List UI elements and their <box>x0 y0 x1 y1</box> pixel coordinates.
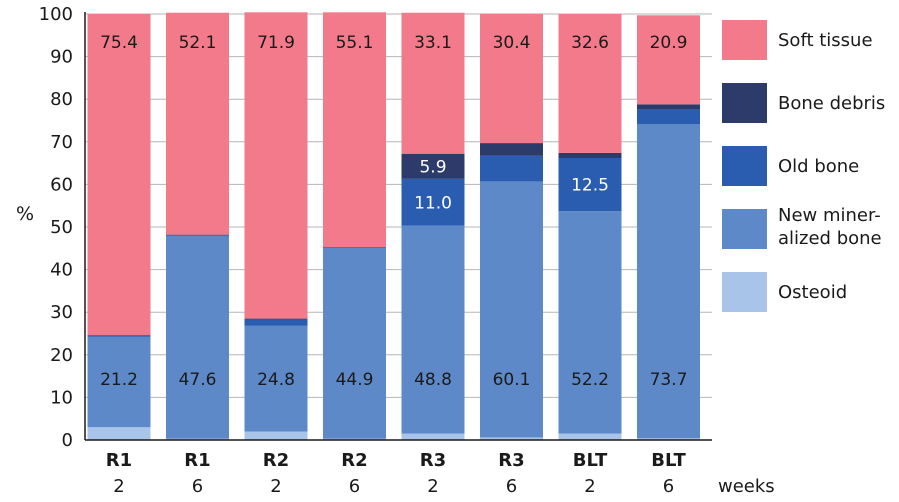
bar-segment <box>637 15 700 105</box>
bar-segment <box>401 225 465 434</box>
bar-segment <box>87 427 151 440</box>
bar-segment <box>166 235 229 236</box>
data-labels: 75.4 52.1 71.9 55.1 33.1 30.4 32.6 20.9 21.2 47.6… <box>100 33 687 390</box>
y-tick-label: 70 <box>50 132 73 153</box>
legend-label: Old bone <box>778 156 859 177</box>
data-label: 20.9 <box>650 33 688 53</box>
bar-segment <box>480 143 543 156</box>
bar-segment <box>637 124 700 439</box>
data-label: 30.4 <box>493 33 531 53</box>
x-sub-label: 2 <box>584 476 595 497</box>
legend-label: Osteoid <box>778 282 847 303</box>
x-category-label: BLT <box>573 450 608 471</box>
bar-segment <box>558 157 622 212</box>
legend-swatch <box>722 209 767 249</box>
x-sub-label: 6 <box>192 476 203 497</box>
legend-swatch <box>722 272 767 312</box>
data-label: 44.9 <box>336 370 374 390</box>
y-tick-label: 40 <box>50 260 73 281</box>
y-tick-label: 60 <box>50 174 73 195</box>
bar-segment <box>401 178 465 226</box>
y-tick-label: 30 <box>50 302 73 323</box>
x-category-label: R1 <box>106 450 132 471</box>
bar-segment <box>558 433 622 440</box>
data-label: 73.7 <box>650 370 688 390</box>
y-axis-label: % <box>16 203 34 225</box>
bar-segment <box>244 319 308 326</box>
bar-segment <box>401 12 465 154</box>
x-category-label: BLT <box>651 450 686 471</box>
data-label: 71.9 <box>257 33 295 53</box>
bar-segment <box>401 433 465 440</box>
bar-segment <box>166 235 229 439</box>
axes: 0 10 20 30 40 50 60 70 80 90 100 R1 2 R1 6 R2 2 R2 6 R3 2 R3 6… <box>39 4 712 497</box>
bar-segment <box>87 14 151 336</box>
x-sub-label: 2 <box>270 476 281 497</box>
bar-segment <box>323 12 386 248</box>
y-tick-label: 50 <box>50 217 73 238</box>
x-sub-label: 2 <box>113 476 124 497</box>
bar-segment <box>87 336 151 428</box>
x-sub-label: 6 <box>506 476 517 497</box>
legend: Soft tissue Bone debris Old bone New miner-… <box>722 20 885 312</box>
x-sub-label: 6 <box>349 476 360 497</box>
bar-segment <box>480 13 543 144</box>
legend-label: Bone debris <box>778 93 885 114</box>
y-tick-label: 20 <box>50 345 73 366</box>
data-label: 60.1 <box>493 370 531 390</box>
legend-label: New miner- <box>778 205 881 226</box>
bar-segment <box>244 325 308 432</box>
x-sub-axis-label: weeks <box>718 476 775 497</box>
legend-swatch <box>722 20 767 60</box>
legend-swatch <box>722 146 767 186</box>
bars <box>87 12 700 440</box>
x-category-label: R2 <box>341 450 367 471</box>
data-label: 11.0 <box>414 193 452 213</box>
data-label: 55.1 <box>336 33 374 53</box>
bar-segment <box>244 318 308 320</box>
bar-segment <box>558 152 622 158</box>
data-label: 21.2 <box>100 370 138 390</box>
bar-segment <box>480 181 543 438</box>
legend-label: alized bone <box>778 228 882 249</box>
x-category-label: R3 <box>420 450 446 471</box>
bar-segment <box>480 155 543 182</box>
data-label: 52.2 <box>571 370 609 390</box>
data-label: 48.8 <box>414 370 452 390</box>
y-tick-label: 10 <box>50 387 73 408</box>
data-label: 52.1 <box>179 33 217 53</box>
x-sub-label: 6 <box>663 476 674 497</box>
x-category-label: R3 <box>498 450 524 471</box>
data-label: 24.8 <box>257 370 295 390</box>
data-label: 75.4 <box>100 33 138 53</box>
data-label: 33.1 <box>414 33 452 53</box>
data-label: 47.6 <box>179 370 217 390</box>
y-tick-label: 0 <box>62 430 73 451</box>
bar-segment <box>637 104 700 110</box>
bar-segment <box>244 12 308 319</box>
bar-segment <box>166 12 229 235</box>
bar-segment <box>87 335 151 337</box>
data-label: 5.9 <box>419 157 446 177</box>
y-tick-label: 90 <box>50 47 73 68</box>
bar-segment <box>87 336 151 337</box>
legend-swatch <box>722 83 767 123</box>
bar-segment <box>323 247 386 439</box>
bar-segment <box>558 14 622 153</box>
bar-segment <box>558 211 622 434</box>
data-label: 12.5 <box>571 176 609 196</box>
y-tick-label: 100 <box>39 4 73 25</box>
x-sub-label: 2 <box>427 476 438 497</box>
bar-segment <box>244 431 308 440</box>
legend-label: Soft tissue <box>778 30 873 51</box>
bar-segment <box>637 109 700 125</box>
data-label: 32.6 <box>571 33 609 53</box>
x-category-label: R2 <box>263 450 289 471</box>
bar-segment <box>480 437 543 440</box>
bar-segment <box>637 438 700 440</box>
y-tick-label: 80 <box>50 89 73 110</box>
x-category-label: R1 <box>184 450 210 471</box>
bar-segment <box>401 153 465 179</box>
